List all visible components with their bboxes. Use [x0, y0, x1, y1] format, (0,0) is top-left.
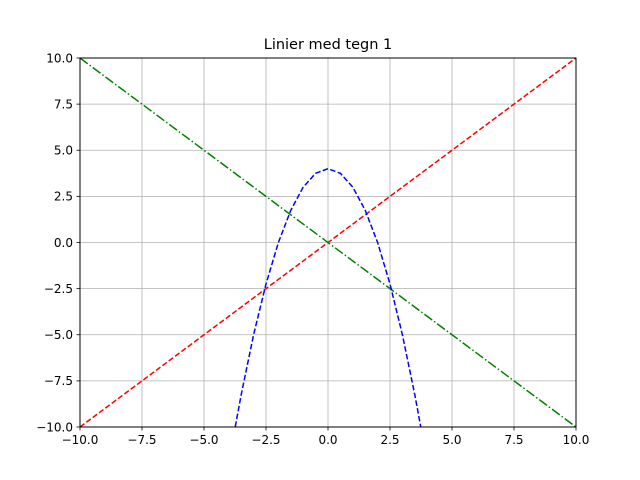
y-tick-label: 5.0 [54, 144, 73, 158]
y-tick-label: −10.0 [36, 420, 73, 434]
y-tick-label: −7.5 [44, 374, 73, 388]
x-tick-label: −2.5 [251, 433, 280, 447]
series-group [79, 57, 577, 428]
y-tick-label: 0.0 [54, 236, 73, 250]
series-line-3 [234, 167, 422, 427]
x-tick-label: −5.0 [189, 433, 218, 447]
x-tick-label: 10.0 [563, 433, 590, 447]
x-tick-label: 5.0 [442, 433, 461, 447]
x-tick-label: 7.5 [504, 433, 523, 447]
x-axis: −10.0 −7.5 −5.0 −2.5 0.0 2.5 5.0 7.5 10.0 [62, 427, 590, 447]
x-tick-label: −7.5 [127, 433, 156, 447]
x-tick-label: 0.0 [318, 433, 337, 447]
y-tick-label: 2.5 [54, 190, 73, 204]
chart-title: Linier med tegn 1 [264, 37, 393, 53]
y-tick-label: 7.5 [54, 97, 73, 111]
x-tick-label: 2.5 [380, 433, 399, 447]
y-tick-label: 10.0 [46, 51, 73, 65]
y-axis: −10.0 −7.5 −5.0 −2.5 0.0 2.5 5.0 7.5 10.0 [36, 51, 80, 434]
x-tick-label: −10.0 [62, 433, 99, 447]
y-tick-label: −2.5 [44, 282, 73, 296]
series-line-2 [79, 57, 577, 428]
y-tick-label: −5.0 [44, 328, 73, 342]
